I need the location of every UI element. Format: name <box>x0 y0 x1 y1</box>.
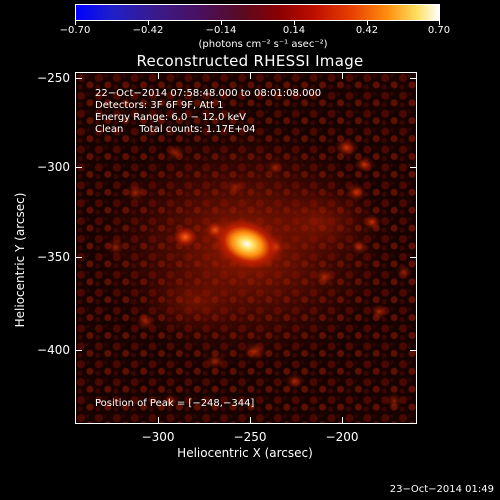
y-tick <box>410 78 417 79</box>
colorbar-label: 0.42 <box>355 25 379 36</box>
x-tick-label: −200 <box>325 430 359 444</box>
colorbar-label: −0.42 <box>132 25 164 36</box>
colorbar <box>75 4 440 21</box>
plot-title: Reconstructed RHESSI Image <box>136 52 364 70</box>
y-tick-label: −250 <box>37 71 70 85</box>
x-tick <box>158 417 159 424</box>
x-tick-label: −300 <box>141 430 175 444</box>
colorbar-units: (photons cm⁻² s⁻¹ asec⁻²) <box>198 39 328 50</box>
energy-range: Energy Range: 6.0 − 12.0 keV <box>95 112 246 123</box>
colorbar-tick <box>148 21 149 25</box>
x-tick <box>250 417 251 424</box>
x-tick <box>158 72 159 79</box>
y-tick <box>410 257 417 258</box>
algorithm-counts: Clean Total counts: 1.17E+04 <box>95 124 256 135</box>
colorbar-tick <box>221 21 222 25</box>
y-tick-label: −350 <box>37 250 70 264</box>
y-tick-label: −300 <box>37 160 70 174</box>
x-axis-title: Heliocentric X (arcsec) <box>177 446 313 460</box>
colorbar-tick <box>294 21 295 25</box>
peak-position: Position of Peak = [−248,−344] <box>95 398 255 409</box>
y-tick <box>75 350 82 351</box>
observation-time: 22−Oct−2014 07:58:48.000 to 08:01:08.000 <box>95 88 322 99</box>
colorbar-tick <box>367 21 368 25</box>
x-tick-label: −250 <box>233 430 267 444</box>
y-axis-title: Heliocentric Y (arcsec) <box>13 192 27 328</box>
colorbar-label: −0.14 <box>205 25 237 36</box>
colorbar-tick <box>439 21 440 25</box>
colorbar-tick <box>75 21 76 25</box>
heatmap-image <box>76 73 416 423</box>
x-tick <box>342 72 343 79</box>
y-tick <box>410 167 417 168</box>
y-tick <box>75 78 82 79</box>
y-tick <box>75 257 82 258</box>
colorbar-label: 0.70 <box>427 25 451 36</box>
y-tick <box>75 167 82 168</box>
y-tick <box>410 350 417 351</box>
colorbar-label: 0.14 <box>282 25 306 36</box>
colorbar-label: −0.70 <box>59 25 91 36</box>
image-plot: 22−Oct−2014 07:58:48.000 to 08:01:08.000… <box>75 72 417 424</box>
x-tick <box>342 417 343 424</box>
detectors-info: Detectors: 3F 6F 9F, Att 1 <box>95 100 224 111</box>
plot-timestamp: 23−Oct−2014 01:49 <box>389 484 494 495</box>
y-tick-label: −400 <box>37 343 70 357</box>
x-tick <box>250 72 251 79</box>
